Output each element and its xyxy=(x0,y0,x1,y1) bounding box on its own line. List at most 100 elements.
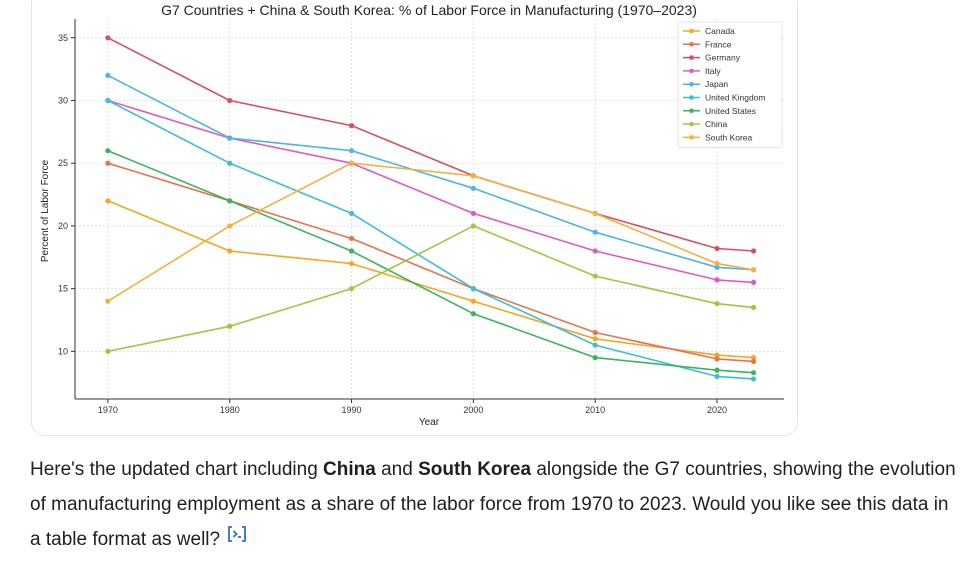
data-point-china xyxy=(714,301,720,307)
legend-marker-china xyxy=(689,121,694,127)
legend-marker-italy xyxy=(689,68,694,74)
legend-marker-france xyxy=(689,42,694,47)
data-point-canada xyxy=(592,336,598,342)
series-line-germany xyxy=(107,37,754,252)
x-tick-label: 2020 xyxy=(707,405,727,415)
data-point-china xyxy=(348,286,355,292)
message-bold-south-korea: South Korea xyxy=(418,459,532,480)
legend-label-germany: Germany xyxy=(705,53,741,63)
data-point-italy xyxy=(750,279,757,285)
series-line-canada xyxy=(107,200,754,359)
legend-box xyxy=(677,21,783,149)
data-point-united-states xyxy=(750,370,757,376)
data-point-united-states xyxy=(592,355,598,361)
legend-label-united-states: United States xyxy=(705,106,756,116)
data-point-japan xyxy=(105,72,111,79)
legend-marker-united-states xyxy=(689,108,694,114)
chart-card: 1970 1980 1990 2000 2010 2020 10 15 20 25 30 35 Can… xyxy=(31,0,798,436)
series-line-south-korea xyxy=(107,162,754,302)
data-point-germany xyxy=(105,35,111,41)
data-point-canada xyxy=(227,248,233,254)
y-tick-label: 15 xyxy=(58,284,68,294)
series-line-italy xyxy=(107,99,754,284)
message-bold-china: China xyxy=(323,459,376,480)
data-point-france xyxy=(348,235,355,242)
x-tick-label: 1980 xyxy=(220,405,240,415)
data-point-united-kingdom xyxy=(592,342,598,348)
data-point-united-states xyxy=(470,311,476,317)
x-axis-label: Year xyxy=(419,417,440,428)
legend-label-china: China xyxy=(705,119,727,129)
data-point-italy xyxy=(592,248,598,254)
x-tick-label: 1970 xyxy=(98,405,118,415)
data-point-south-korea xyxy=(750,267,757,273)
data-point-china xyxy=(105,348,111,354)
legend-label-japan: Japan xyxy=(705,79,728,89)
data-point-france xyxy=(592,329,598,336)
legend-marker-germany xyxy=(689,55,694,60)
y-tick-label: 10 xyxy=(58,346,68,356)
data-point-china xyxy=(227,323,233,329)
data-point-south-korea xyxy=(470,173,476,179)
data-point-china xyxy=(592,273,598,279)
series-line-united-kingdom xyxy=(107,99,754,380)
data-point-germany xyxy=(750,248,757,254)
legend-label-south-korea: South Korea xyxy=(705,132,753,142)
data-point-canada xyxy=(470,298,476,304)
data-point-united-states xyxy=(714,367,720,373)
data-point-germany xyxy=(227,97,233,104)
data-point-italy xyxy=(470,210,476,216)
data-point-south-korea xyxy=(227,223,233,229)
data-point-italy xyxy=(714,277,720,283)
data-point-south-korea xyxy=(592,210,598,216)
data-point-united-kingdom xyxy=(750,376,757,382)
legend-label-united-kingdom: United Kingdom xyxy=(705,93,765,103)
y-tick-label: 30 xyxy=(58,96,68,106)
legend-label-france: France xyxy=(705,39,732,49)
code-toggle-icon[interactable] xyxy=(226,521,248,556)
data-point-south-korea xyxy=(348,160,355,166)
data-point-canada xyxy=(714,352,720,358)
message-text-3: alongside the G7 countries, showing the … xyxy=(30,459,956,550)
legend-label-canada: Canada xyxy=(705,26,735,36)
data-point-united-states xyxy=(348,248,355,254)
data-point-japan xyxy=(227,135,233,141)
data-point-japan xyxy=(348,148,355,154)
data-point-united-states xyxy=(105,148,111,154)
y-axis-label: Percent of Labor Force xyxy=(40,159,51,262)
data-point-germany xyxy=(714,245,720,252)
data-point-france xyxy=(750,358,757,364)
message-text-2: and xyxy=(375,459,419,480)
data-point-south-korea xyxy=(105,298,111,304)
y-tick-label: 35 xyxy=(58,33,68,43)
legend-label-italy: Italy xyxy=(705,66,721,76)
data-point-japan xyxy=(470,185,476,191)
data-point-united-kingdom xyxy=(105,97,111,104)
data-point-united-kingdom xyxy=(348,210,355,216)
data-point-united-kingdom xyxy=(470,286,476,292)
line-chart: 1970 1980 1990 2000 2010 2020 10 15 20 25 30 35 Can… xyxy=(40,2,784,428)
x-tick-label: 1990 xyxy=(342,405,362,415)
data-point-france xyxy=(105,160,111,166)
data-point-canada xyxy=(348,260,355,267)
data-point-united-kingdom xyxy=(227,160,233,166)
data-point-united-kingdom xyxy=(714,373,720,380)
data-point-china xyxy=(470,223,476,229)
legend-marker-united-kingdom xyxy=(689,95,694,100)
x-tick-label: 2010 xyxy=(585,405,605,415)
y-tick-label: 25 xyxy=(58,158,68,168)
data-point-japan xyxy=(714,264,720,270)
message-text-1: Here's the updated chart including xyxy=(30,459,324,480)
assistant-message: Here's the updated chart including China… xyxy=(30,452,958,557)
y-tick-label: 20 xyxy=(58,221,68,231)
legend-marker-south-korea xyxy=(689,135,694,140)
data-point-japan xyxy=(592,229,598,235)
data-point-south-korea xyxy=(714,260,720,267)
data-point-germany xyxy=(348,123,355,129)
data-point-china xyxy=(750,304,757,311)
data-point-united-states xyxy=(227,198,233,204)
legend-marker-japan xyxy=(689,81,694,87)
chart-title: G7 Countries + China & South Korea: % of… xyxy=(161,2,697,18)
data-point-canada xyxy=(105,198,111,204)
legend-marker-canada xyxy=(689,28,694,34)
